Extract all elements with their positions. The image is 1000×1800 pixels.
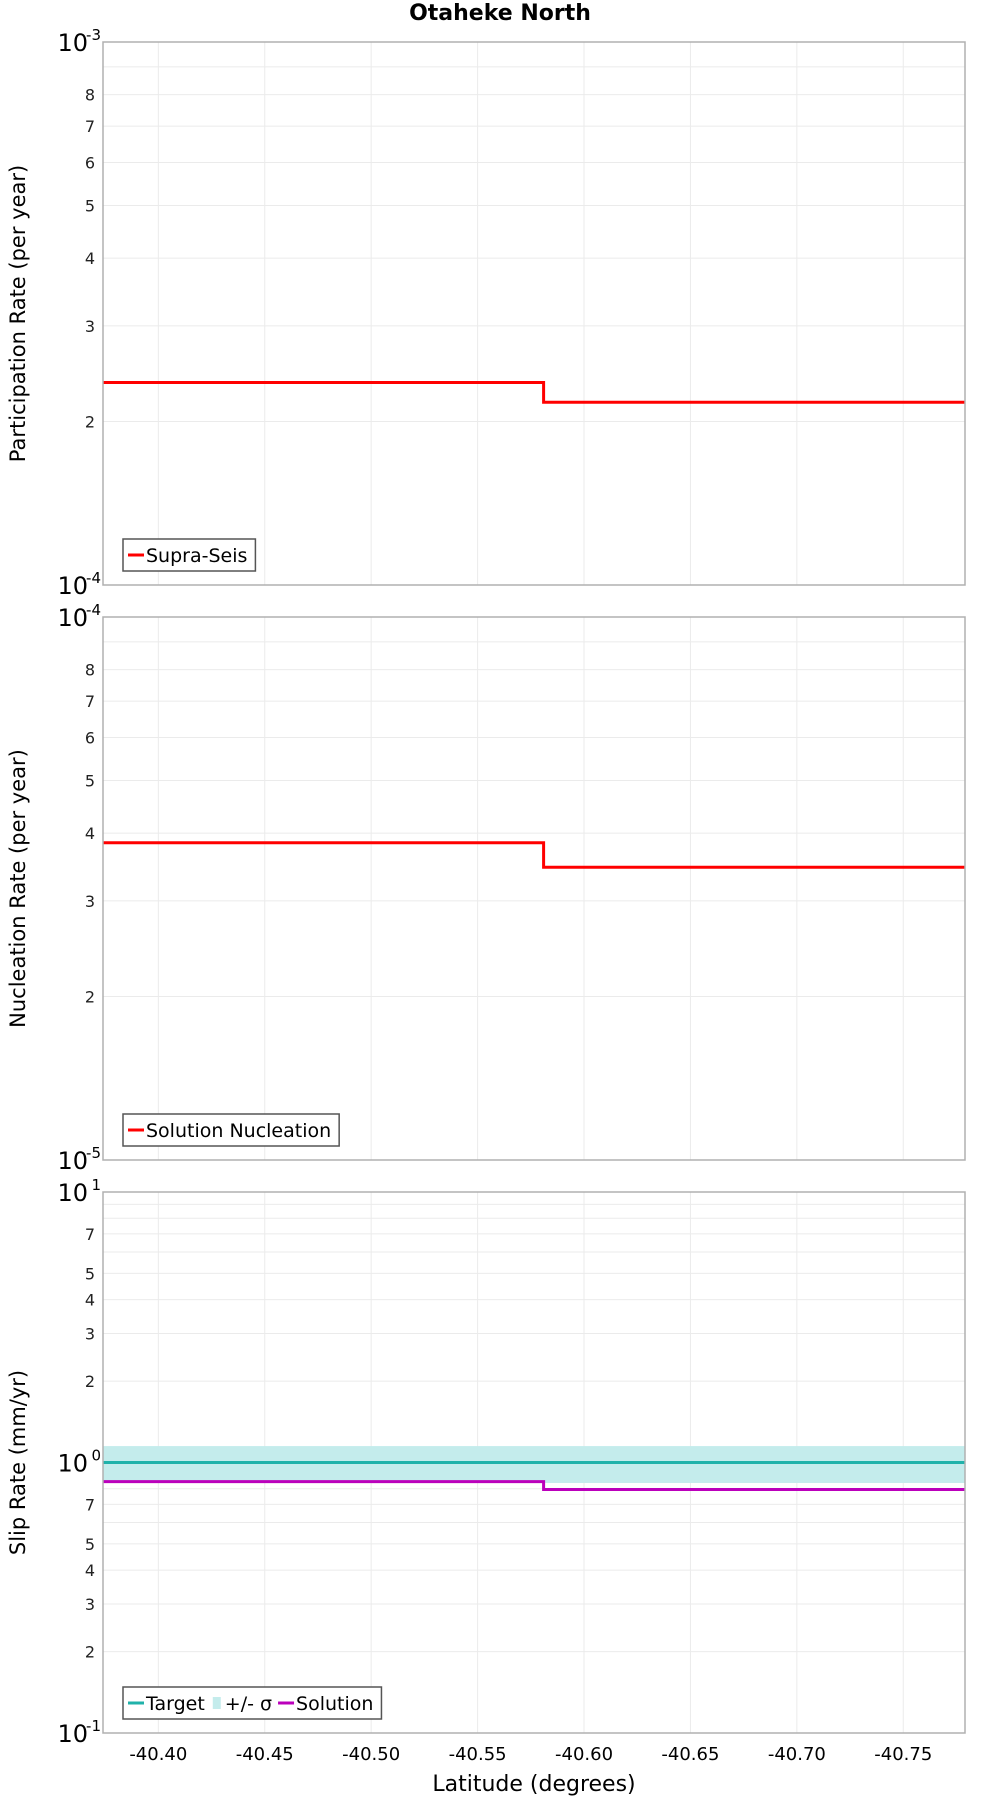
svg-text:6: 6 (85, 153, 95, 172)
x-tick-label: -40.45 (236, 1744, 294, 1765)
svg-text:3: 3 (85, 1595, 95, 1614)
svg-text:10-5: 10-5 (57, 1144, 101, 1175)
svg-text:8: 8 (85, 661, 95, 680)
sigma-band (103, 1446, 965, 1483)
legend: Target +/- σ Solution (122, 1686, 383, 1720)
svg-text:5: 5 (85, 1264, 95, 1283)
legend-item-label: Solution Nucleation (146, 1120, 331, 1142)
y-axis-label: Participation Rate (per year) (6, 165, 30, 462)
x-tick-label: -40.40 (129, 1744, 187, 1765)
svg-text:2: 2 (85, 1372, 95, 1391)
svg-text:4: 4 (85, 1291, 95, 1310)
svg-text:4: 4 (85, 1561, 95, 1580)
x-axis: -40.40 -40.45 -40.50 -40.55 -40.60 -40.65 -40.… (129, 1744, 932, 1797)
y-tick-labels: 10 1 10-1 10 0 2 3 4 5 7 2 3 4 5 7 (57, 1176, 101, 1748)
svg-text:10-4: 10-4 (57, 569, 101, 600)
plot-area (103, 617, 965, 1160)
series-supra-seis (103, 381, 965, 404)
y-axis-label: Slip Rate (mm/yr) (6, 1370, 30, 1555)
svg-text:6: 6 (85, 728, 95, 747)
y-tick-labels: 10-4 10-5 2 3 4 5 6 7 8 (57, 601, 101, 1175)
gridlines (103, 617, 965, 1160)
x-tick-label: -40.65 (661, 1744, 719, 1765)
svg-text:4: 4 (85, 824, 95, 843)
svg-text:7: 7 (85, 1495, 95, 1514)
svg-text:101: 10 1 (57, 1176, 101, 1207)
x-tick-label: -40.70 (768, 1744, 826, 1765)
svg-text:2: 2 (85, 988, 95, 1007)
svg-text:7: 7 (85, 117, 95, 136)
legend-item-label: +/- σ (225, 1693, 272, 1715)
svg-text:5: 5 (85, 196, 95, 215)
svg-text:3: 3 (85, 317, 95, 336)
plot-frame (102, 1191, 966, 1734)
svg-text:8: 8 (85, 86, 95, 105)
svg-text:7: 7 (85, 1225, 95, 1244)
svg-text:2: 2 (85, 1643, 95, 1662)
y-tick-labels: 10-3 10-4 2 3 4 5 6 7 8 (57, 26, 101, 600)
y-axis-label: Nucleation Rate (per year) (6, 749, 30, 1028)
svg-text:10-4: 10-4 (57, 601, 101, 632)
legend-item-label: Supra-Seis (146, 545, 247, 567)
series-solution (103, 1480, 965, 1491)
x-tick-label: -40.75 (874, 1744, 932, 1765)
legend: Supra-Seis (122, 538, 257, 572)
svg-text:3: 3 (85, 1324, 95, 1343)
legend: Solution Nucleation (122, 1113, 340, 1147)
panel-2: 10-4 10-5 2 3 4 5 6 7 8 Nucleation Rate (per year… (6, 601, 966, 1175)
svg-text:5: 5 (85, 771, 95, 790)
x-tick-label: -40.60 (555, 1744, 613, 1765)
panel-3: 10 1 10-1 10 0 2 3 4 5 7 2 3 4 5 7 Slip Rate (mm/yr) Tar… (6, 1176, 966, 1748)
x-axis-label: Latitude (degrees) (432, 1772, 635, 1797)
svg-text:4: 4 (85, 249, 95, 268)
x-tick-label: -40.50 (342, 1744, 400, 1765)
series-solution-nucleation (103, 841, 965, 869)
plot-frame (102, 616, 966, 1161)
svg-text:100: 10 0 (57, 1447, 101, 1478)
plot-frame (102, 41, 966, 586)
legend-item-label: Target (145, 1693, 205, 1715)
panel-1: 10-3 10-4 2 3 4 5 6 7 8 Participation Rate (per y… (6, 26, 966, 600)
plot-area (103, 42, 965, 585)
legend-item-label: Solution (296, 1693, 373, 1715)
x-tick-label: -40.55 (449, 1744, 507, 1765)
svg-text:10-3: 10-3 (57, 26, 101, 57)
svg-text:5: 5 (85, 1535, 95, 1554)
svg-text:10-1: 10-1 (57, 1717, 101, 1748)
chart-title: Otaheke North (409, 1, 591, 26)
svg-text:3: 3 (85, 892, 95, 911)
svg-text:7: 7 (85, 692, 95, 711)
gridlines (103, 42, 965, 585)
svg-text:2: 2 (85, 413, 95, 432)
